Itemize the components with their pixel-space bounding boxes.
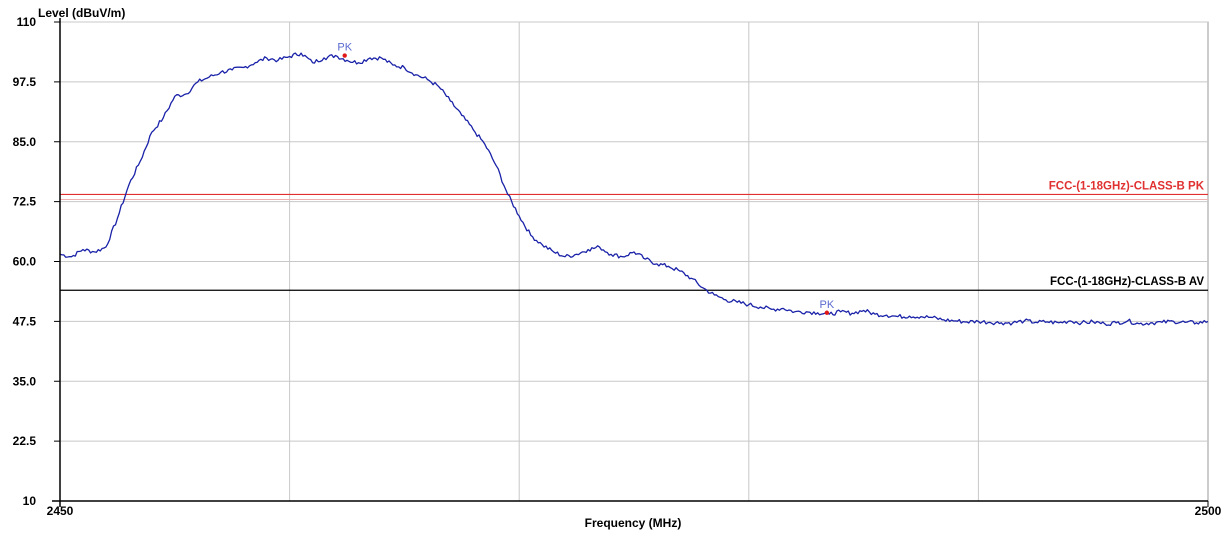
grid: [59, 21, 1209, 502]
y-tick-label: 85.0: [13, 135, 37, 149]
peak-marker-label: PK: [820, 299, 835, 311]
y-tick-label: 22.5: [13, 434, 37, 448]
y-axis-label: Level (dBuV/m): [38, 6, 125, 20]
series: [59, 52, 1209, 327]
limit-line-label: FCC-(1-18GHz)-CLASS-B AV: [1050, 276, 1204, 288]
peak-marker: [342, 53, 347, 58]
y-tick-label: 97.5: [13, 75, 37, 89]
y-tick-label: 35.0: [13, 374, 37, 388]
limit-line-label: FCC-(1-18GHz)-CLASS-B PK: [1049, 180, 1205, 192]
peak-marker-label: PK: [337, 42, 352, 54]
y-tick-label: 60.0: [13, 255, 37, 269]
y-tick-label: 72.5: [13, 195, 37, 209]
series-line: [59, 52, 1209, 327]
x-axis-label: Frequency (MHz): [585, 516, 682, 530]
axes: Level (dBuV/m) Frequency (MHz) 110 97.5 85…: [13, 6, 1222, 530]
x-tick-label: 2500: [1195, 504, 1222, 518]
peak-marker: [824, 310, 830, 315]
x-tick-label: 2450: [47, 504, 74, 518]
markers: PK PK: [337, 42, 835, 315]
y-tick-label: 10: [23, 494, 37, 508]
y-tick-label: 110: [17, 15, 37, 29]
y-tick-label: 47.5: [13, 314, 37, 328]
limit-lines: FCC-(1-18GHz)-CLASS-B PK FCC-(1-18GHz)-CL…: [60, 180, 1208, 291]
